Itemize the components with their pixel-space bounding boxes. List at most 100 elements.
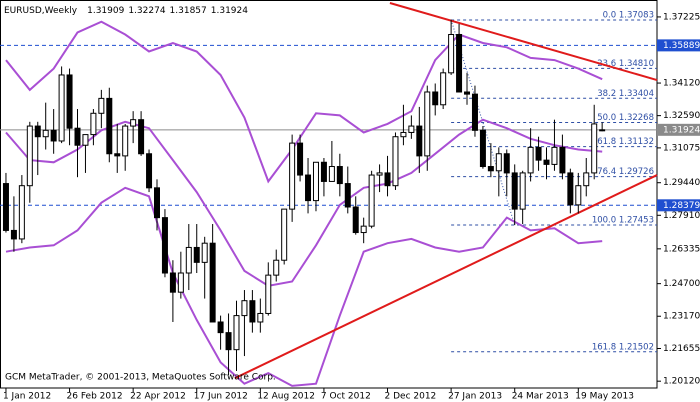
candle-body <box>193 246 200 263</box>
candle-body <box>74 127 81 146</box>
candle-body <box>305 174 312 202</box>
y-tick-label: 1.21655 <box>663 344 700 354</box>
candle-body <box>177 272 184 293</box>
candle-body <box>416 125 423 157</box>
price-box-label: 1.35889 <box>663 41 700 51</box>
fib-label: 0.0 1.37083 <box>603 10 654 20</box>
candle-body <box>130 119 137 127</box>
candle-body <box>297 142 304 176</box>
x-tick-label: 19 May 2013 <box>575 392 634 402</box>
bollinger-lower <box>5 186 603 387</box>
fib-label: 50.0 1.32268 <box>597 113 654 123</box>
candle-body <box>328 166 335 182</box>
candle-body <box>527 146 534 174</box>
axes: 1.37225 1.34120 1.32590 1.31075 1.29440 1.279… <box>3 12 700 402</box>
candle-body <box>201 242 208 263</box>
candle-body <box>503 153 510 174</box>
candle-body <box>249 300 256 323</box>
candle-body <box>400 131 407 138</box>
candle-body <box>146 153 153 189</box>
candle-body <box>344 183 351 208</box>
candle-body <box>464 91 471 95</box>
candle-body <box>487 166 494 172</box>
candle-body <box>543 159 550 165</box>
candle-body <box>289 142 296 210</box>
price-box <box>657 199 700 212</box>
candle-body <box>82 134 89 146</box>
candle-body <box>273 259 280 276</box>
candle-body <box>360 225 367 234</box>
candle-body <box>153 187 160 219</box>
candle-body <box>50 129 57 142</box>
candle-body <box>336 166 343 185</box>
ohlc-low: 1.31857 <box>170 6 207 16</box>
candle-body <box>376 172 383 176</box>
candle-body <box>161 217 168 274</box>
candle-body <box>42 129 49 138</box>
trendline <box>234 174 658 380</box>
plot-area: 0.0 1.37083 23.6 1.34810 38.2 1.33404 50.0 … <box>0 2 658 387</box>
x-tick-label: 17 Jun 2012 <box>194 392 248 402</box>
ohlc-open: 1.31909 <box>87 6 124 16</box>
candle-body <box>106 97 113 155</box>
plot-frame <box>0 0 658 389</box>
y-tick-label: 1.27910 <box>663 211 700 221</box>
candle-body <box>2 183 9 231</box>
x-tick-label: 2 Dec 2012 <box>385 392 437 402</box>
candle-body <box>559 146 566 174</box>
candle-body <box>535 146 542 161</box>
candle-body <box>34 125 41 138</box>
y-tick-label: 1.26335 <box>663 244 700 254</box>
y-tick-label: 1.20120 <box>663 377 700 387</box>
candle-body <box>408 125 415 133</box>
candle-body <box>471 93 478 131</box>
candle-body <box>257 312 264 323</box>
candle-body <box>432 91 439 106</box>
bollinger-middle <box>5 118 603 287</box>
y-tick-label: 1.34120 <box>663 79 700 89</box>
candle-body <box>281 208 288 261</box>
candle-body <box>233 315 240 351</box>
x-tick-label: 12 Aug 2012 <box>257 392 315 402</box>
ohlc-close: 1.31924 <box>211 6 248 16</box>
y-tick-label: 1.32590 <box>663 111 700 121</box>
candle-body <box>511 172 518 210</box>
y-tick-label: 1.29440 <box>663 178 700 188</box>
x-tick-label: 1 Jan 2012 <box>3 392 51 402</box>
candle-body <box>456 33 463 93</box>
chart-title: EURUSD,Weekly <box>4 6 78 16</box>
trendline <box>389 2 658 82</box>
candle-body <box>209 242 216 323</box>
candle-body <box>66 74 73 129</box>
candle-body <box>479 129 486 168</box>
candle-body <box>519 172 526 210</box>
candle-body <box>122 125 129 157</box>
footer: GCM MetaTrader, © 2001-2013, MetaQuotes … <box>5 373 276 383</box>
price-box <box>657 39 700 52</box>
price-box-label: 1.31924 <box>663 125 700 135</box>
chart-header: EURUSD,Weekly 1.31909 1.32274 1.31857 1.3192… <box>4 6 248 16</box>
candle-body <box>599 129 606 132</box>
candle-body <box>138 119 145 155</box>
y-tick-label: 1.31075 <box>663 143 700 153</box>
candle-body <box>448 33 455 74</box>
fib-label: 161.8 1.21502 <box>592 342 654 352</box>
candle-body <box>591 123 598 174</box>
candle-body <box>368 174 375 227</box>
candle-body <box>58 74 65 142</box>
candle-body <box>169 272 176 293</box>
candle-body <box>26 125 33 187</box>
fib-label: 76.4 1.29726 <box>597 167 654 177</box>
y-tick-label: 1.24700 <box>663 279 700 289</box>
candle-body <box>551 146 558 165</box>
candle-body <box>352 206 359 234</box>
fib-label: 38.2 1.33404 <box>597 89 654 99</box>
candle-body <box>98 97 105 114</box>
candle-body <box>392 136 399 187</box>
candle-body <box>575 185 582 206</box>
fib-label: 100.0 1.27453 <box>592 216 654 226</box>
candle-body <box>312 161 319 202</box>
y-tick-label: 1.23170 <box>663 312 700 322</box>
fib-label: 61.8 1.31132 <box>597 137 654 147</box>
